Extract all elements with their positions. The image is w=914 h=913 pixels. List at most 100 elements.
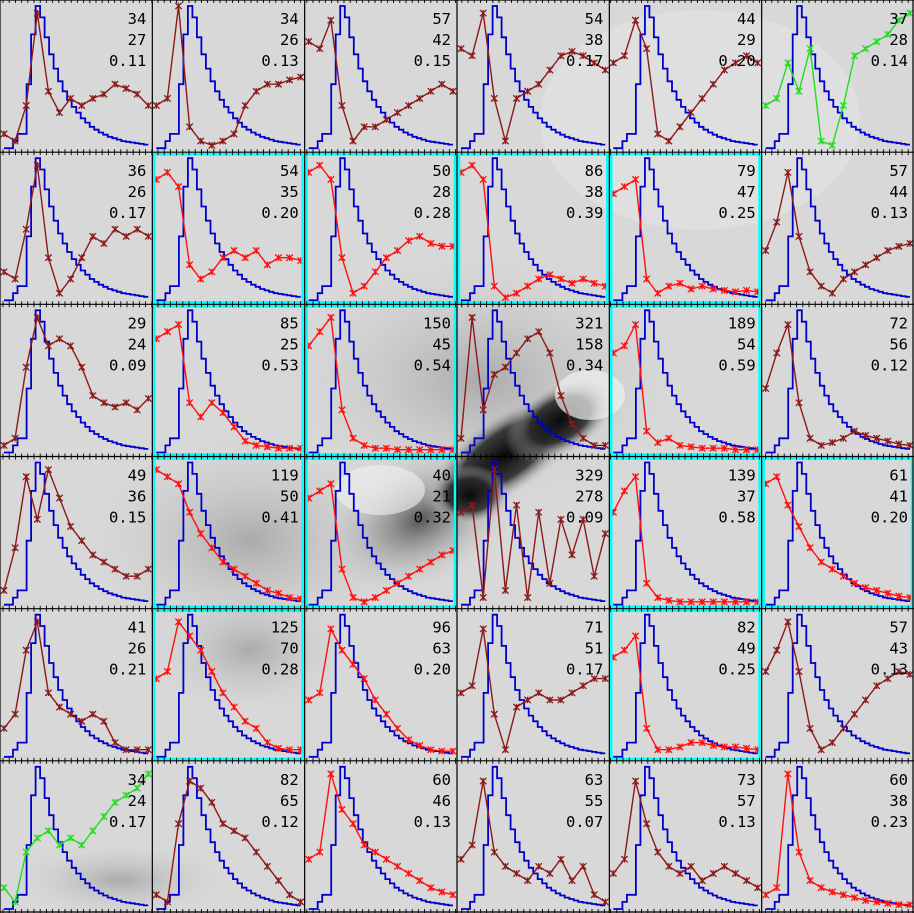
cell-value-label: 41 xyxy=(128,619,147,637)
series-point xyxy=(590,674,598,683)
series-point xyxy=(742,876,751,885)
series-point xyxy=(523,593,532,602)
plot-cell: 34 24 0.17 xyxy=(0,765,152,910)
series-point xyxy=(631,16,640,24)
cell-value-label: 38 xyxy=(585,31,604,49)
series-point xyxy=(144,232,152,241)
series-point xyxy=(784,618,792,626)
series-point xyxy=(754,884,762,892)
series-point xyxy=(241,101,249,110)
plot-cell: 34 27 0.11 xyxy=(0,5,152,150)
plot-cell: 60 46 0.13 xyxy=(305,765,457,910)
cell-value-label: 0.17 xyxy=(109,813,146,831)
series-point xyxy=(33,9,41,17)
series-point xyxy=(274,80,283,88)
series-point xyxy=(230,423,238,431)
series-point xyxy=(676,869,684,878)
series-point xyxy=(185,632,194,640)
series-point xyxy=(631,175,640,184)
series-point xyxy=(404,445,413,454)
series-point xyxy=(873,37,881,46)
series-point xyxy=(906,239,914,248)
cell-value-label: 0.41 xyxy=(261,509,298,527)
series-point xyxy=(512,349,521,357)
cell-value-label: 0.20 xyxy=(261,204,298,222)
series-point xyxy=(438,80,446,88)
series-point xyxy=(501,862,510,871)
cell-value-label: 96 xyxy=(432,619,451,637)
cell-value-label: 0.12 xyxy=(871,356,908,374)
reference-curve xyxy=(461,309,606,454)
cell-value-label: 0.15 xyxy=(414,52,451,70)
cell-value-label: 41 xyxy=(889,488,908,506)
series-point xyxy=(66,522,75,531)
series-point xyxy=(828,565,836,573)
series-point xyxy=(316,689,324,697)
series-point xyxy=(579,682,587,690)
series-point xyxy=(219,820,227,828)
series-point xyxy=(33,161,41,169)
cell-value-label: 0.20 xyxy=(718,52,755,70)
reference-curve xyxy=(613,613,758,758)
series-point xyxy=(252,87,260,95)
cell-value-label: 0.12 xyxy=(261,813,298,831)
cell-value-label: 42 xyxy=(432,31,451,49)
series-line xyxy=(765,321,911,447)
series-point xyxy=(427,445,435,454)
series-point xyxy=(174,820,183,828)
cell-value-label: 25 xyxy=(280,335,299,353)
series-point xyxy=(839,891,848,899)
cell-value-label: 28 xyxy=(889,31,908,49)
series-point xyxy=(274,254,283,262)
series-line xyxy=(308,626,453,752)
series-point xyxy=(197,413,205,421)
series-point xyxy=(111,403,119,411)
series-point xyxy=(795,87,803,95)
series-point xyxy=(468,161,476,169)
plot-cell: 29 24 0.09 xyxy=(0,309,152,454)
series-point xyxy=(360,282,368,290)
series-point xyxy=(490,465,498,474)
series-point xyxy=(817,884,825,892)
series-point xyxy=(438,551,446,559)
series-point xyxy=(241,437,249,445)
series-point xyxy=(404,736,413,744)
cell-value-label: 0.58 xyxy=(718,509,755,527)
series-point xyxy=(687,862,695,871)
series-point xyxy=(152,101,160,110)
series-point xyxy=(263,261,272,269)
series-point xyxy=(163,667,172,676)
cell-value-label: 56 xyxy=(889,335,908,353)
series-line xyxy=(3,315,149,446)
series-point xyxy=(839,434,848,442)
series-point xyxy=(731,743,740,751)
series-point xyxy=(620,52,629,60)
series-point xyxy=(873,254,881,262)
series-point xyxy=(731,445,740,454)
cell-value-label: 82 xyxy=(280,771,299,789)
plot-cell: 37 28 0.14 xyxy=(762,5,914,150)
series-point xyxy=(111,225,119,233)
series-point xyxy=(620,855,629,863)
series-point xyxy=(185,399,194,407)
series-point xyxy=(438,445,446,454)
cell-value-label: 0.53 xyxy=(261,356,298,374)
reference-curve xyxy=(765,613,910,758)
series-point xyxy=(468,313,476,322)
cell-value-label: 73 xyxy=(737,771,756,789)
series-point xyxy=(174,480,183,488)
series-line xyxy=(155,323,301,449)
series-point xyxy=(449,747,457,755)
series-point xyxy=(720,66,729,74)
plot-cell: 85 25 0.53 xyxy=(152,305,305,456)
series-point xyxy=(579,275,587,283)
cell-value-label: 63 xyxy=(585,771,604,789)
series-point xyxy=(89,551,97,559)
series-point xyxy=(731,288,740,296)
series-point xyxy=(601,441,609,450)
cell-value-label: 24 xyxy=(128,335,147,353)
cell-value-label: 85 xyxy=(280,314,299,332)
series-point xyxy=(427,239,435,248)
series-point xyxy=(568,420,576,428)
